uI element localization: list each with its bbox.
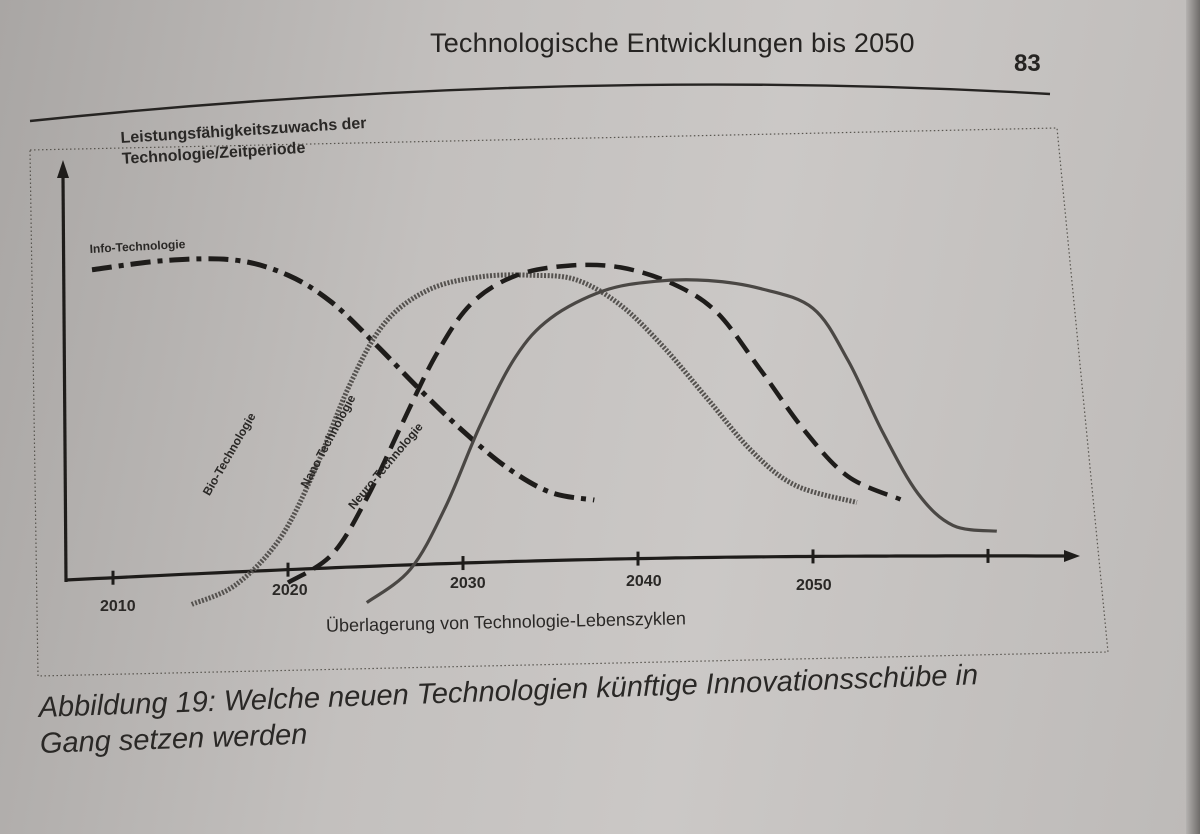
page-number: 83 [1014, 50, 1041, 77]
y-axis-arrow [57, 160, 69, 178]
figure-frame [29, 127, 1109, 677]
y-axis [61, 175, 68, 583]
x-tick-label-2010: 2010 [100, 598, 136, 615]
x-tick-label-2050: 2050 [796, 577, 832, 594]
x-tick-label-2040: 2040 [626, 573, 662, 590]
x-tick-label-2020: 2020 [272, 582, 308, 599]
page-edge [1186, 0, 1200, 834]
x-axis-arrow [1064, 549, 1080, 562]
series-line-bio [190, 272, 858, 607]
series-line-info [91, 256, 595, 503]
series-line-neuro [365, 278, 997, 604]
running-head: Technologische Entwicklungen bis 2050 [430, 28, 915, 58]
x-axis [65, 554, 1066, 582]
series-line-nano [286, 262, 902, 585]
x-tick-label-2030: 2030 [450, 575, 486, 592]
